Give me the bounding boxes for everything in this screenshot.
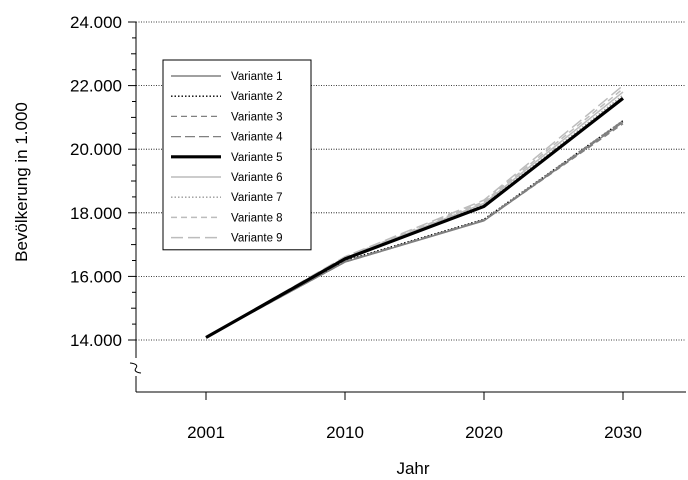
y-tick-label: 24.000 (70, 13, 122, 32)
x-tick-label: 2010 (326, 423, 364, 442)
legend: Variante 1 Variante 2 Variante 3 Variante 4… (162, 59, 312, 251)
legend-box (162, 59, 312, 251)
y-tick-label: 20.000 (70, 140, 122, 159)
y-tick-label: 18.000 (70, 204, 122, 223)
x-tick-label: 2020 (465, 423, 503, 442)
gridlines (136, 21, 686, 341)
legend-label: Variante 1 (231, 71, 283, 83)
legend-label: Variante 2 (231, 91, 283, 103)
series-line-variante-3 (205, 123, 624, 339)
legend-label: Variante 6 (231, 172, 283, 184)
x-tick-label: 2001 (187, 423, 225, 442)
legend-label: Variante 8 (231, 212, 283, 224)
series-lines (205, 85, 624, 339)
x-tick-label: 2030 (604, 423, 642, 442)
legend-label: Variante 9 (231, 233, 283, 245)
legend-label: Variante 3 (231, 111, 283, 123)
legend-label: Variante 5 (231, 152, 283, 164)
series-line-variante-5 (205, 97, 624, 339)
y-tick-label: 16.000 (70, 267, 122, 286)
y-tick-label: 22.000 (70, 77, 122, 96)
legend-label: Variante 7 (231, 192, 283, 204)
axis-break-mark (129, 362, 142, 374)
legend-label: Variante 4 (231, 132, 283, 144)
x-axis-title: Jahr (396, 459, 429, 478)
y-axis-title: Bevölkerung in 1.000 (12, 102, 31, 262)
series-line-variante-9 (205, 85, 624, 339)
axes: 14.000 16.000 18.000 20.000 22.000 24.000 2001… (70, 13, 686, 442)
y-tick-label: 14.000 (70, 331, 122, 350)
